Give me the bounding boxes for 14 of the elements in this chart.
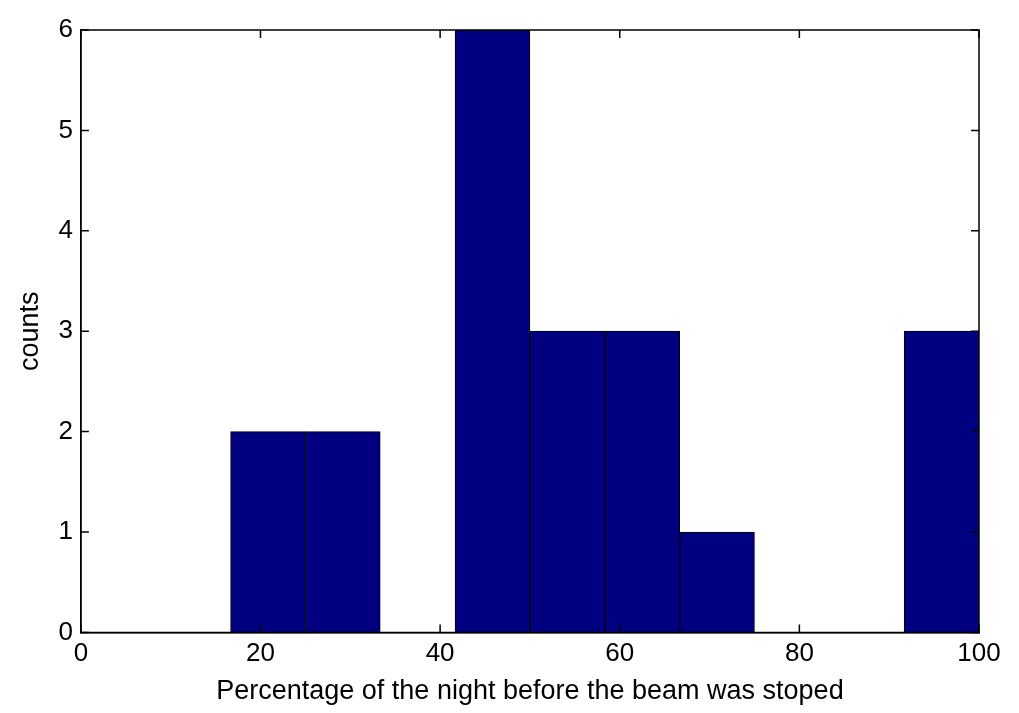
x-axis-title: Percentage of the night before the beam was stoped: [216, 675, 844, 706]
x-tick-label: 100: [957, 637, 1001, 668]
y-tick-label: 2: [58, 414, 73, 445]
y-tick-label: 0: [58, 615, 73, 646]
y-tick-label: 1: [58, 515, 73, 546]
y-tick-label: 4: [58, 213, 73, 244]
y-tick-label: 6: [58, 13, 73, 44]
x-tick-label: 80: [784, 637, 814, 668]
x-tick-label: 40: [425, 637, 455, 668]
y-axis-title: counts: [13, 291, 44, 371]
x-tick-label: 60: [605, 637, 635, 668]
y-tick-label: 3: [58, 314, 73, 345]
y-tick-label: 5: [58, 113, 73, 144]
x-tick-label: 20: [246, 637, 275, 668]
